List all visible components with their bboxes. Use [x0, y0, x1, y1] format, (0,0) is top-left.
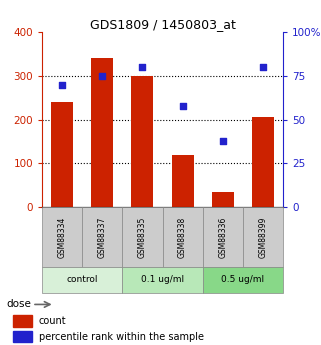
Bar [42, 207, 82, 267]
Bar [131, 76, 153, 207]
Text: control: control [66, 276, 98, 285]
Bar [212, 192, 234, 207]
Text: GSM88337: GSM88337 [98, 216, 107, 258]
Bar [51, 102, 73, 207]
Point [260, 64, 265, 70]
Bar [42, 267, 122, 293]
Bar [91, 58, 113, 207]
Bar [252, 117, 274, 207]
Bar [122, 207, 162, 267]
Bar [203, 267, 283, 293]
Point [59, 82, 65, 87]
Title: GDS1809 / 1450803_at: GDS1809 / 1450803_at [90, 18, 235, 31]
Point [140, 64, 145, 70]
Bar [13, 315, 32, 327]
Bar [243, 207, 283, 267]
Point [180, 103, 185, 108]
Text: dose: dose [6, 299, 31, 309]
Text: 0.1 ug/ml: 0.1 ug/ml [141, 276, 184, 285]
Point [100, 73, 105, 79]
Text: GSM88336: GSM88336 [218, 216, 227, 258]
Point [220, 138, 225, 143]
Text: GSM88399: GSM88399 [258, 216, 267, 258]
Text: GSM88335: GSM88335 [138, 216, 147, 258]
Bar [162, 207, 203, 267]
Text: 0.5 ug/ml: 0.5 ug/ml [221, 276, 265, 285]
Bar [171, 155, 194, 207]
Text: count: count [39, 316, 66, 326]
Text: percentile rank within the sample: percentile rank within the sample [39, 332, 204, 342]
Bar [122, 267, 203, 293]
Bar [203, 207, 243, 267]
Text: GSM88334: GSM88334 [57, 216, 66, 258]
Bar [82, 207, 122, 267]
Text: GSM88338: GSM88338 [178, 216, 187, 258]
Bar [13, 331, 32, 342]
